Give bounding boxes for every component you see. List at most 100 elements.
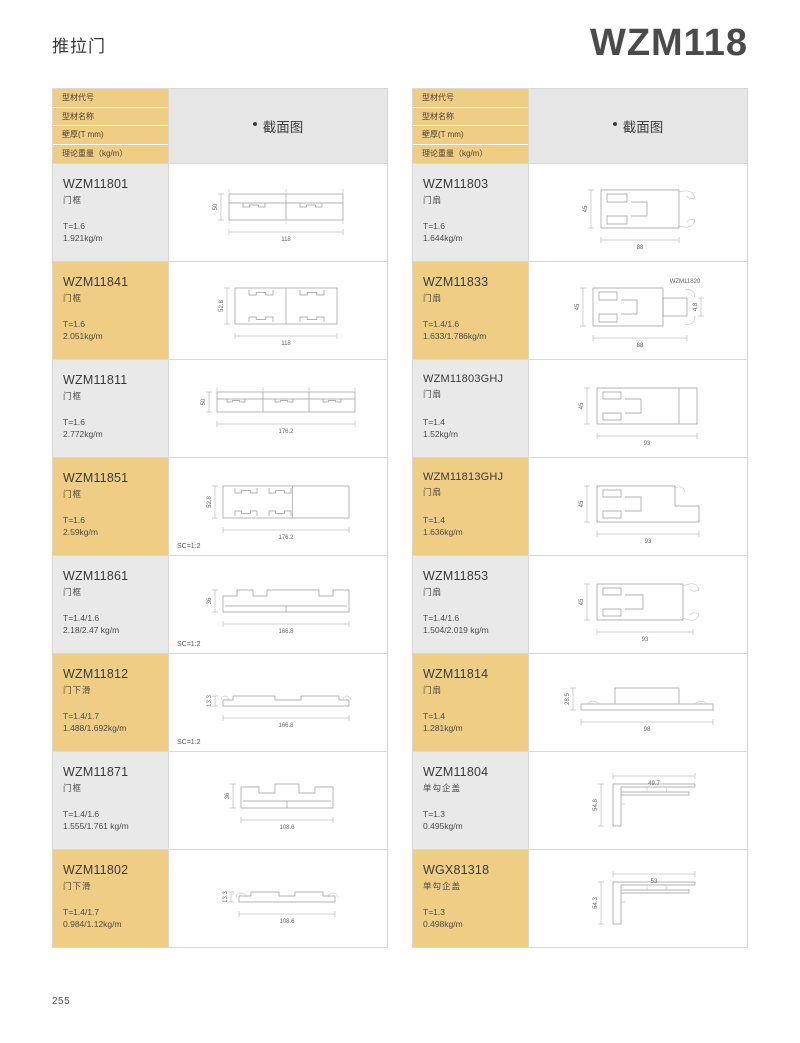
profile-thickness: T=1.4 (423, 515, 445, 525)
svg-text:WZM11820: WZM11820 (670, 279, 701, 285)
profile-drawing: 13.3 166.8 SC=1:2 (169, 654, 387, 751)
profile-drawing: 45 93 (529, 360, 747, 457)
page-number: 255 (52, 996, 71, 1007)
profile-weight: 0.498kg/m (423, 919, 463, 929)
svg-text:45: 45 (579, 500, 585, 507)
profile-info: WZM11833 门扇 T=1.4/1.6 1.633/1.786kg/m (413, 262, 529, 359)
profile-thickness: T=1.4 (423, 417, 445, 427)
profile-info: WZM11851 门框 T=1.6 2.59kg/m (53, 458, 169, 555)
profile-info: WZM11841 门框 T=1.6 2.051kg/m (53, 262, 169, 359)
cross-section-diagram: 13.3 108.6 (169, 850, 387, 947)
profile-info: WZM11871 门框 T=1.4/1.6 1.555/1.761 kg/m (53, 752, 169, 849)
profile-spec: T=1.4/1.6 1.504/2.019 kg/m (423, 612, 489, 636)
profile-row[interactable]: WZM11803 门扇 T=1.6 1.644kg/m (413, 163, 747, 261)
svg-text:88: 88 (637, 343, 644, 348)
table-header-cell: 型材名称 (413, 107, 528, 126)
profile-row[interactable]: WZM11813GHJ 门扇 T=1.4 1.636kg/m 45 (413, 457, 747, 555)
profile-weight: 2.051kg/m (63, 331, 103, 341)
profile-code: WZM11804 (423, 765, 489, 779)
table-head-labels: 型材代号 型材名称 壁厚(T mm) 理论重量（kg/m） (413, 89, 529, 163)
profile-code: WZM11803GHJ (423, 373, 504, 385)
profile-name: 门扇 (423, 487, 443, 497)
table-head-left: 型材代号 型材名称 壁厚(T mm) 理论重量（kg/m） 截面图 (53, 89, 387, 163)
profile-weight: 1.921kg/m (63, 233, 103, 243)
profile-row[interactable]: WZM11833 门扇 T=1.4/1.6 1.633/1.786kg/m (413, 261, 747, 359)
svg-text:45: 45 (579, 402, 585, 409)
svg-text:36: 36 (225, 792, 231, 799)
profile-table-left: 型材代号 型材名称 壁厚(T mm) 理论重量（kg/m） 截面图 WZM11801 … (52, 88, 388, 948)
scale-note: SC=1:2 (177, 641, 201, 648)
profile-row[interactable]: WZM11802 门下滑 T=1.4/1.7 0.984/1.12kg/m 13… (53, 849, 387, 947)
page-title: 推拉门 (52, 37, 106, 56)
profile-name: 门框 (63, 195, 83, 205)
cross-section-diagram: 45 93 (529, 556, 747, 653)
profile-weight: 1.488/1.692kg/m (63, 723, 127, 733)
profile-thickness: T=1.6 (423, 221, 445, 231)
page-header: 推拉门 WZM118 (0, 0, 800, 85)
table-header-cell: 壁厚(T mm) (413, 126, 528, 145)
profile-row[interactable]: WZM11814 门扇 T=1.4 1.281kg/m 28.5 (413, 653, 747, 751)
cross-section-diagram: 50 176.2 (169, 360, 387, 457)
profile-spec: T=1.4/1.7 1.488/1.692kg/m (63, 710, 126, 734)
profile-weight: 2.18/2.47 kg/m (63, 625, 120, 635)
profile-spec: T=1.4/1.6 2.18/2.47 kg/m (63, 612, 119, 636)
profile-row[interactable]: WGX81318 单勾企盖 T=1.3 0.498kg/m 53 (413, 849, 747, 947)
profile-code: WZM11851 (63, 471, 129, 485)
profile-row[interactable]: WZM11801 门框 T=1.6 1.921kg/m (53, 163, 387, 261)
profile-row[interactable]: WZM11851 门框 T=1.6 2.59kg/m 52.8 (53, 457, 387, 555)
table-header-cell: 壁厚(T mm) (53, 126, 168, 145)
profile-row[interactable]: WZM11871 门框 T=1.4/1.6 1.555/1.761 kg/m 3… (53, 751, 387, 849)
profile-thickness: T=1.4/1.7 (63, 907, 100, 917)
profile-weight: 1.281kg/m (423, 723, 463, 733)
profile-row[interactable]: WZM11841 门框 T=1.6 2.051kg/m 52.8 (53, 261, 387, 359)
svg-text:93: 93 (644, 441, 651, 446)
profile-row[interactable]: WZM11812 门下滑 T=1.4/1.7 1.488/1.692kg/m 1… (53, 653, 387, 751)
cross-section-diagram: 45 93 (529, 360, 747, 457)
profile-thickness: T=1.3 (423, 809, 445, 819)
profile-weight: 0.495kg/m (423, 821, 463, 831)
cross-section-diagram: 45 88 4.8 WZM11820 (529, 262, 747, 359)
profile-thickness: T=1.6 (63, 221, 85, 231)
svg-text:93: 93 (645, 539, 652, 544)
profile-drawing: 45 88 4.8 WZM11820 (529, 262, 747, 359)
profile-row[interactable]: WZM11803GHJ 门扇 T=1.4 1.52kg/m 45 (413, 359, 747, 457)
svg-text:13.3: 13.3 (223, 890, 229, 902)
profile-row[interactable]: WZM11811 门框 T=1.6 2.772kg/m (53, 359, 387, 457)
profile-spec: T=1.4 1.52kg/m (423, 416, 458, 440)
profile-code: WZM11811 (63, 373, 128, 387)
profile-code: WZM11801 (63, 177, 129, 191)
profile-name: 门框 (63, 783, 83, 793)
profile-thickness: T=1.4/1.6 (63, 613, 100, 623)
profile-drawing: 52.8 176.2 SC=1:2 (169, 458, 387, 555)
profile-code: WZM11814 (423, 667, 489, 681)
table-header-cell: 理论重量（kg/m） (413, 144, 528, 163)
svg-text:118: 118 (281, 341, 291, 347)
profile-code: WZM11861 (63, 569, 129, 583)
profile-spec: T=1.6 2.59kg/m (63, 514, 98, 538)
profile-info: WGX81318 单勾企盖 T=1.3 0.498kg/m (413, 850, 529, 947)
svg-text:13.3: 13.3 (207, 694, 213, 706)
profile-weight: 1.633/1.786kg/m (423, 331, 487, 341)
profile-tables: 型材代号 型材名称 壁厚(T mm) 理论重量（kg/m） 截面图 WZM11801 … (52, 88, 748, 948)
scale-note: SC=1:2 (177, 543, 201, 550)
profile-row[interactable]: WZM11861 门框 T=1.4/1.6 2.18/2.47 kg/m 36 (53, 555, 387, 653)
profile-info: WZM11853 门扇 T=1.4/1.6 1.504/2.019 kg/m (413, 556, 529, 653)
svg-text:52.8: 52.8 (207, 495, 213, 507)
profile-weight: 1.555/1.761 kg/m (63, 821, 129, 831)
profile-code: WZM11813GHJ (423, 471, 504, 483)
profile-drawing: 50 176.2 (169, 360, 387, 457)
profile-name: 门框 (63, 489, 83, 499)
profile-row[interactable]: WZM11853 门扇 T=1.4/1.6 1.504/2.019 kg/m (413, 555, 747, 653)
profile-code: WZM11802 (63, 863, 129, 877)
profile-info: WZM11803 门扇 T=1.6 1.644kg/m (413, 164, 529, 261)
profile-row[interactable]: WZM11804 单勾企盖 T=1.3 0.495kg/m 49.7 (413, 751, 747, 849)
profile-weight: 1.636kg/m (423, 527, 463, 537)
profile-thickness: T=1.6 (63, 319, 85, 329)
profile-drawing: 49.7 54.8 (529, 752, 747, 849)
svg-text:28.5: 28.5 (565, 692, 571, 704)
cross-section-diagram: 36 108.6 (169, 752, 387, 849)
profile-drawing: 52.8 118 (169, 262, 387, 359)
profile-spec: T=1.3 0.495kg/m (423, 808, 463, 832)
profile-name: 门框 (63, 293, 83, 303)
profile-drawing: 36 166.8 SC=1:2 (169, 556, 387, 653)
